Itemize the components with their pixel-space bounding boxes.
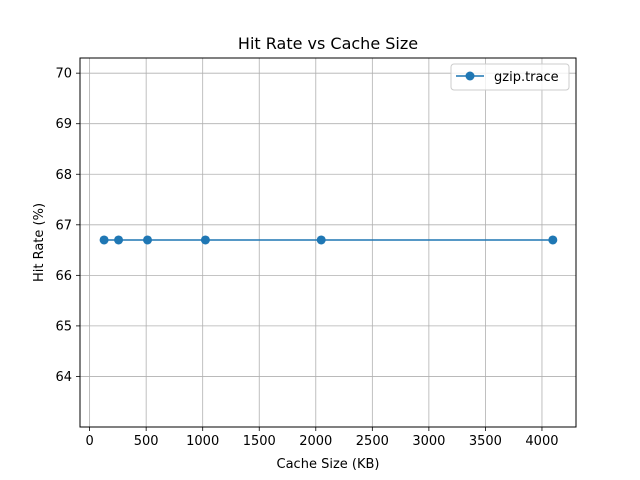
data-point [99,235,109,245]
data-point [316,235,326,245]
x-tick-label: 1500 [243,434,276,449]
legend: gzip.trace [450,63,570,91]
legend-marker [465,71,475,81]
x-tick-label: 3000 [412,434,445,449]
legend-box [450,63,570,91]
y-tick-label: 66 [55,269,72,284]
data-point [114,235,124,245]
y-tick-label: 69 [55,117,72,132]
data-point [143,235,153,245]
x-tick-label: 500 [134,434,159,449]
x-tick-label: 2500 [356,434,389,449]
x-tick-label: 0 [85,434,93,449]
x-tick-label: 4000 [525,434,558,449]
series-layer [99,235,558,245]
grid [80,58,576,427]
y-tick-label: 67 [55,218,72,233]
chart-title: Hit Rate vs Cache Size [238,34,418,53]
y-tick-label: 68 [55,168,72,183]
data-point [200,235,210,245]
x-tick-label: 3500 [469,434,502,449]
y-tick-label: 65 [55,319,72,334]
y-axis-label: Hit Rate (%) [32,203,47,282]
y-tick-label: 70 [55,67,72,82]
data-point [548,235,558,245]
legend-label: gzip.trace [494,70,559,85]
plot-frame [79,57,577,428]
y-axis-ticks: 64 65 66 67 68 69 70 [55,67,80,385]
y-tick-label: 64 [55,370,72,385]
x-axis-ticks: 0 500 1000 1500 2000 2500 3000 3500 4000 [85,427,559,449]
x-axis-label: Cache Size (KB) [277,457,380,472]
x-tick-label: 1000 [186,434,219,449]
x-tick-label: 2000 [299,434,332,449]
